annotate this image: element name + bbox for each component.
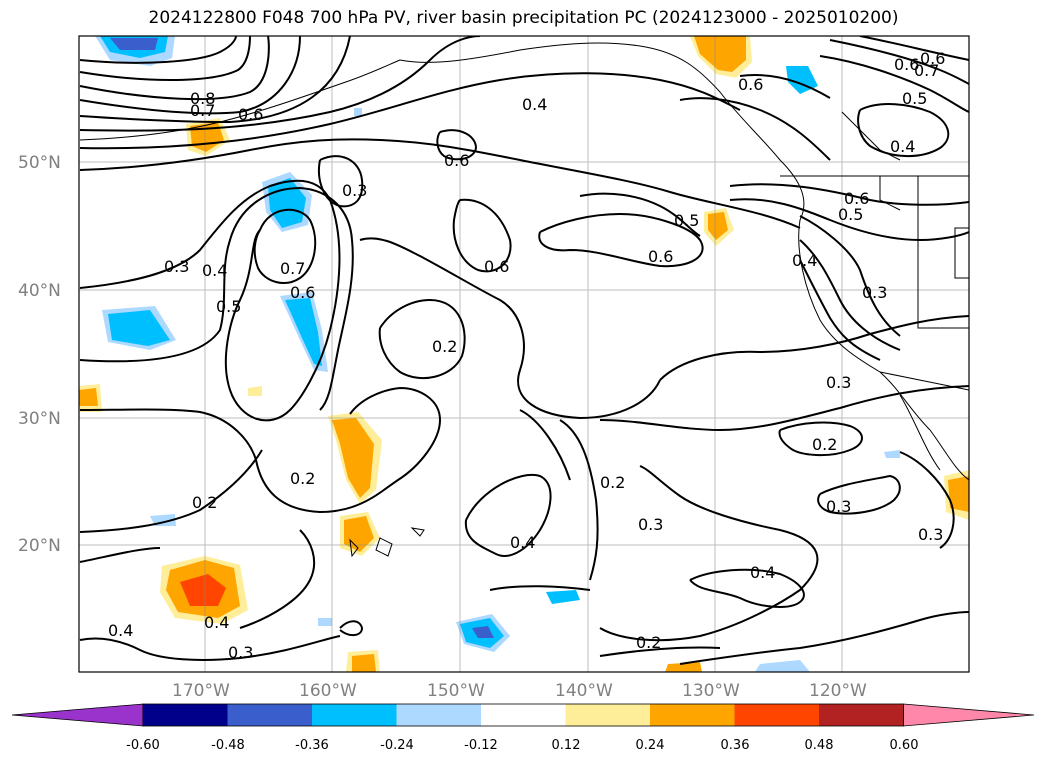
lat-label: 40°N <box>18 281 61 301</box>
graticule <box>79 36 969 672</box>
contour-label: 0.3 <box>342 181 367 200</box>
contour-label: 0.6 <box>920 49 945 68</box>
contour-label: 0.4 <box>510 533 535 552</box>
colorbar-tick-label: -0.48 <box>211 738 245 753</box>
contour-label: 0.6 <box>484 257 509 276</box>
colorbar-tick-label: 0.60 <box>890 738 919 753</box>
contour-label: 0.4 <box>108 621 133 640</box>
contour-label: 0.2 <box>192 493 217 512</box>
lat-label: 20°N <box>18 536 61 556</box>
colorbar-segment <box>396 704 482 726</box>
lon-label: 170°W <box>172 681 230 701</box>
colorbar-segment <box>312 704 397 726</box>
contour-label: 0.5 <box>674 211 699 230</box>
contour-label: 0.6 <box>238 105 263 124</box>
colorbar-frame <box>142 703 904 727</box>
pv-contours <box>79 36 969 665</box>
contour-label: 0.2 <box>636 633 661 652</box>
lon-labels: 170°W 160°W 150°W 140°W 130°W 120°W <box>172 681 867 701</box>
colorbar-segment <box>565 704 651 726</box>
contour-label: 0.5 <box>216 297 241 316</box>
map-plot-area: 0.8 0.7 0.6 0.4 0.6 0.6 0.7 0.5 0.4 0.3 … <box>79 36 969 672</box>
contour-label: 0.6 <box>648 247 673 266</box>
lat-label: 30°N <box>18 409 61 429</box>
colorbar-tick-label: -0.24 <box>380 738 414 753</box>
contour-label: 0.3 <box>918 525 943 544</box>
colorbar-tick-label: 0.12 <box>552 738 581 753</box>
coastlines <box>79 42 969 558</box>
lon-label: 150°W <box>427 681 485 701</box>
contour-label: 0.4 <box>750 563 775 582</box>
contour-label: 0.6 <box>738 75 763 94</box>
contour-label: 0.2 <box>812 435 837 454</box>
contour-label: 0.4 <box>204 613 229 632</box>
colorbar-tick-label: -0.60 <box>126 738 160 753</box>
colorbar-tick-label: -0.12 <box>464 738 498 753</box>
contour-label: 0.3 <box>228 643 253 662</box>
colorbar-segment <box>227 704 313 726</box>
contour-label: 0.6 <box>444 151 469 170</box>
contour-label: 0.2 <box>600 473 625 492</box>
contour-label: 0.6 <box>290 283 315 302</box>
contour-label: 0.7 <box>190 101 215 120</box>
colorbar-segment <box>734 704 820 726</box>
colorbar-tick-label: 0.36 <box>721 738 750 753</box>
colorbar-tick-labels: -0.60 -0.48 -0.36 -0.24 -0.12 0.12 0.24 … <box>126 738 918 753</box>
colorbar <box>11 703 1035 727</box>
contour-label: 0.5 <box>902 89 927 108</box>
contour-labels: 0.8 0.7 0.6 0.4 0.6 0.6 0.7 0.5 0.4 0.3 … <box>108 49 945 662</box>
lat-label: 50°N <box>18 153 61 173</box>
contour-label: 0.7 <box>280 259 305 278</box>
colorbar-segment <box>143 704 228 726</box>
contour-label: 0.3 <box>164 257 189 276</box>
contour-label: 0.3 <box>826 373 851 392</box>
lon-label: 140°W <box>555 681 613 701</box>
lon-label: 160°W <box>299 681 357 701</box>
map-title: 2024122800 F048 700 hPa PV, river basin … <box>148 8 899 28</box>
contour-label: 0.7 <box>914 61 939 80</box>
contour-label: 0.4 <box>890 137 915 156</box>
contour-label: 0.2 <box>432 337 457 356</box>
lon-label: 130°W <box>682 681 740 701</box>
colorbar-extend-high <box>903 703 1035 727</box>
contour-label: 0.8 <box>190 89 215 108</box>
colorbar-tick-label: 0.48 <box>805 738 834 753</box>
colorbar-tick-label: 0.24 <box>636 738 665 753</box>
contour-label: 0.6 <box>894 55 919 74</box>
colorbar-segment <box>650 704 735 726</box>
colorbar-segment <box>819 704 904 726</box>
contour-label: 0.4 <box>202 261 227 280</box>
colorbar-tick-label: -0.36 <box>295 738 329 753</box>
lat-labels: 50°N 40°N 30°N 20°N <box>18 153 61 556</box>
contour-label: 0.3 <box>826 497 851 516</box>
contour-label: 0.4 <box>792 251 817 270</box>
contour-label: 0.5 <box>838 205 863 224</box>
plot-frame <box>78 35 970 673</box>
contour-label: 0.3 <box>638 515 663 534</box>
lon-label: 120°W <box>809 681 867 701</box>
colorbar-segment <box>481 704 566 726</box>
contour-label: 0.4 <box>522 95 547 114</box>
contour-label: 0.3 <box>862 283 887 302</box>
colorbar-extend-low <box>11 703 144 727</box>
contour-label: 0.6 <box>844 189 869 208</box>
contour-label: 0.2 <box>290 469 315 488</box>
